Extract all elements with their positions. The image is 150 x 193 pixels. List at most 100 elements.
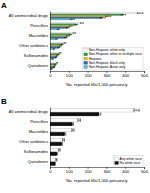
y-tick: Macrolides bbox=[29, 129, 48, 134]
x-tick-label: 400 bbox=[122, 73, 130, 78]
y-tick-label: Penicillins bbox=[30, 119, 48, 124]
x-axis-title: No. reported fills/1,000 persons/y bbox=[66, 82, 128, 87]
panel: B 0 100 200 300 400 500 All antimicrobial drugs… bbox=[1, 97, 149, 183]
x-tick: 200 bbox=[85, 71, 93, 78]
bar bbox=[50, 42, 65, 43]
y-axis: All antimicrobial drugs Penicillins Macrol… bbox=[9, 108, 51, 168]
legend-frame bbox=[114, 156, 143, 166]
error-bar bbox=[57, 62, 58, 63]
y-tick-label: Other antibiotics bbox=[19, 43, 48, 48]
bar bbox=[50, 34, 71, 35]
panel: A0100200300400500All antimicrobial drugs… bbox=[1, 1, 149, 87]
y-axis-line bbox=[50, 108, 51, 168]
x-tick: 100 bbox=[66, 167, 74, 174]
error-bar bbox=[71, 19, 75, 20]
bar bbox=[50, 138, 64, 142]
legend-swatch bbox=[84, 61, 88, 64]
y-tick: Quinolones bbox=[28, 159, 48, 164]
legend-swatch bbox=[115, 162, 119, 165]
panel-title: B bbox=[1, 97, 7, 106]
bar bbox=[50, 158, 56, 162]
y-tick-label: Sulfonamides bbox=[24, 149, 48, 154]
error-bar bbox=[60, 52, 62, 53]
bar bbox=[50, 35, 68, 36]
bar bbox=[50, 25, 71, 26]
error-bar bbox=[59, 148, 61, 152]
bar bbox=[50, 52, 60, 53]
y-tick: Penicillins bbox=[30, 119, 48, 124]
bar bbox=[50, 62, 57, 63]
bar bbox=[50, 32, 74, 33]
bar bbox=[50, 37, 66, 38]
y-axis-line bbox=[50, 12, 51, 72]
error-bar bbox=[61, 44, 63, 45]
y-tick-label: Sulfonamides bbox=[24, 53, 48, 58]
legend-swatch bbox=[84, 66, 88, 69]
bar bbox=[50, 148, 59, 152]
error-bar bbox=[54, 48, 55, 49]
bar bbox=[50, 132, 65, 136]
error-bar bbox=[75, 24, 78, 25]
bar bbox=[50, 45, 60, 46]
bar bbox=[50, 54, 58, 55]
x-tick-label: 300 bbox=[103, 169, 111, 174]
x-tick-label: 100 bbox=[66, 169, 74, 174]
error-bar bbox=[58, 47, 60, 48]
series bbox=[50, 108, 139, 161]
y-tick: Sulfonamides bbox=[24, 149, 48, 154]
error-bar bbox=[137, 12, 143, 13]
bar bbox=[50, 118, 79, 122]
bar bbox=[50, 14, 123, 15]
x-tick: 500 bbox=[141, 167, 149, 174]
error-bar bbox=[61, 142, 63, 146]
error-bar bbox=[56, 158, 57, 162]
x-tick-label: 500 bbox=[141, 169, 149, 174]
bar bbox=[50, 108, 136, 112]
x-tick: 0 bbox=[49, 167, 52, 174]
error-bar bbox=[73, 32, 76, 33]
x-tick: 200 bbox=[85, 167, 93, 174]
error-bar bbox=[100, 17, 105, 18]
x-tick: 0 bbox=[49, 71, 52, 78]
bar bbox=[50, 24, 76, 25]
bar bbox=[50, 55, 57, 56]
legend: Non-Hispanic white onlyNon-Hispanic othe… bbox=[83, 47, 143, 70]
legend-swatch bbox=[84, 57, 88, 60]
x-tick: 300 bbox=[103, 167, 111, 174]
error-bar bbox=[72, 128, 74, 132]
x-tick: 300 bbox=[103, 71, 111, 78]
x-tick-label: 200 bbox=[85, 169, 93, 174]
error-bar bbox=[65, 37, 67, 38]
error-bar bbox=[97, 112, 101, 116]
x-axis-line bbox=[51, 168, 145, 170]
legend-frame bbox=[83, 47, 143, 70]
bar bbox=[50, 44, 62, 45]
x-tick: 500 bbox=[141, 71, 149, 78]
error-bar bbox=[67, 27, 70, 28]
error-bar bbox=[54, 65, 55, 66]
error-bar bbox=[64, 42, 66, 43]
bar bbox=[50, 64, 56, 65]
x-tick-label: 400 bbox=[122, 169, 130, 174]
legend-swatch bbox=[84, 53, 88, 56]
x-axis-title: No. reported fills/1,000 persons/y bbox=[66, 178, 128, 183]
y-tick: All antimicrobial drugs bbox=[9, 109, 48, 114]
x-axis: 0 100 200 300 400 500 bbox=[49, 167, 148, 174]
error-bar bbox=[51, 68, 53, 69]
legend-swatch bbox=[115, 157, 119, 160]
bar bbox=[50, 128, 73, 132]
y-tick-label: Macrolides bbox=[29, 33, 48, 38]
bar bbox=[50, 12, 140, 13]
bar bbox=[50, 17, 103, 18]
bar bbox=[50, 47, 59, 48]
y-axis: All antimicrobial drugsPenicillinsMacrol… bbox=[9, 12, 51, 72]
error-bar bbox=[106, 16, 111, 17]
bar bbox=[50, 152, 57, 156]
x-tick-label: 500 bbox=[141, 73, 149, 78]
figure: A0100200300400500All antimicrobial drugs… bbox=[0, 0, 150, 193]
error-bar bbox=[67, 35, 70, 36]
x-tick-label: 0 bbox=[49, 73, 52, 78]
y-tick: Quinolones bbox=[28, 63, 48, 68]
y-tick-label: Quinolones bbox=[28, 63, 48, 68]
plot-area: 0100200300400500All antimicrobial drugsP… bbox=[9, 12, 149, 88]
